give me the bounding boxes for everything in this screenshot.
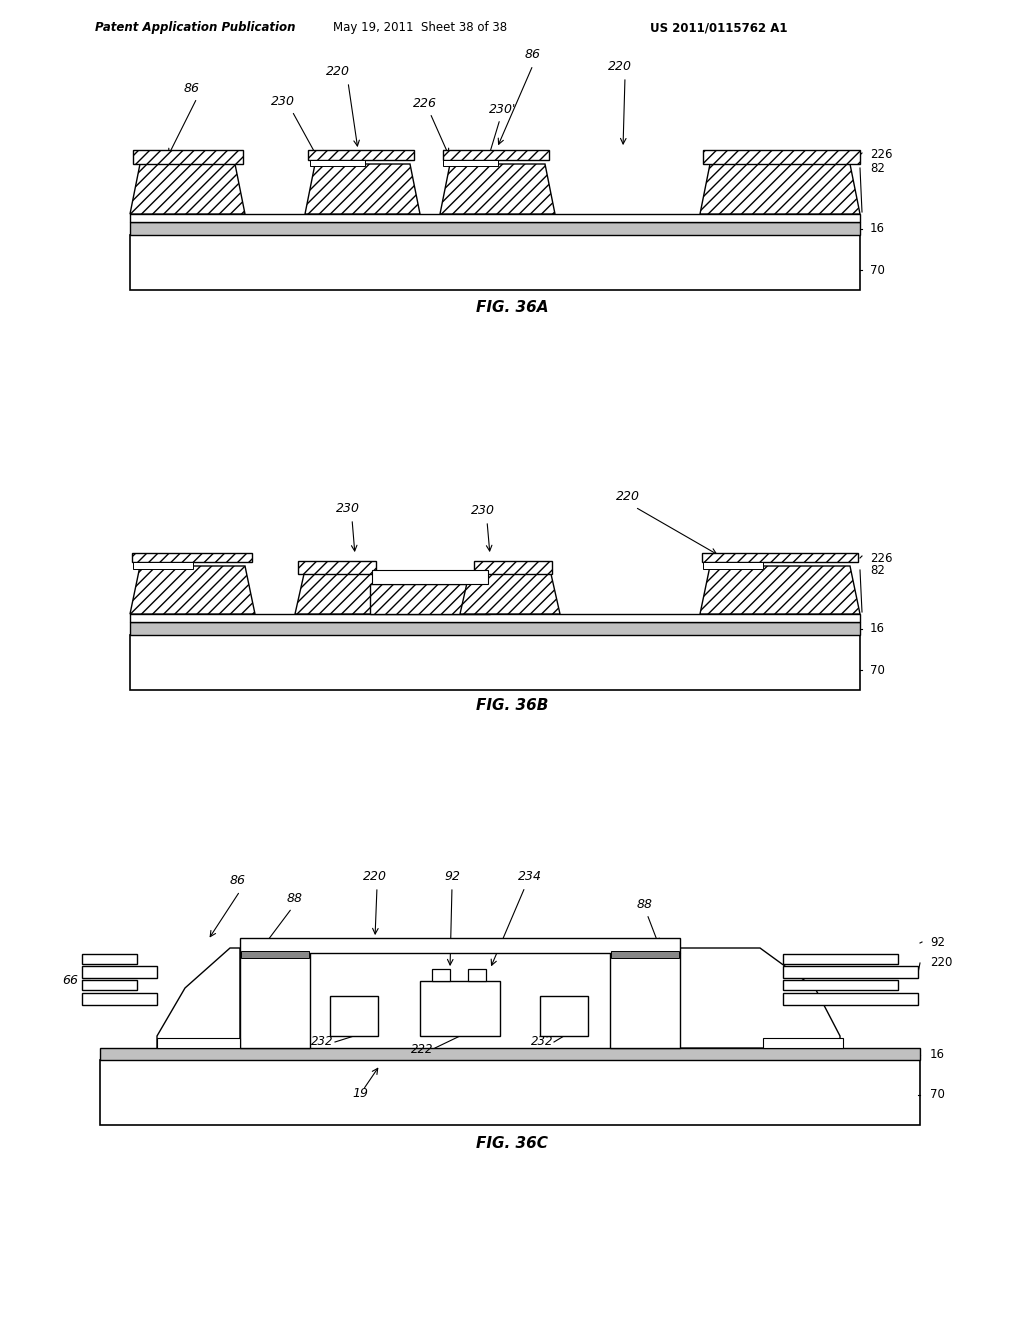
Polygon shape	[240, 953, 310, 1048]
Text: 86: 86	[525, 48, 541, 61]
Text: 234: 234	[518, 870, 542, 883]
Bar	[432, 969, 450, 981]
Bar	[132, 553, 252, 562]
Text: 82: 82	[870, 564, 885, 577]
Bar	[702, 553, 858, 562]
Text: 230': 230'	[489, 103, 517, 116]
Text: FIG. 36A: FIG. 36A	[476, 300, 548, 315]
Text: 16: 16	[870, 223, 885, 235]
Text: FIG. 36B: FIG. 36B	[476, 698, 548, 713]
Bar	[82, 979, 137, 990]
Text: 226: 226	[413, 96, 437, 110]
Text: US 2011/0115762 A1: US 2011/0115762 A1	[650, 21, 787, 34]
Text: 226: 226	[870, 552, 893, 565]
Text: 88: 88	[637, 898, 653, 911]
Text: 220: 220	[608, 59, 632, 73]
Bar	[310, 160, 365, 166]
Polygon shape	[305, 164, 420, 214]
Text: 70: 70	[870, 664, 885, 676]
Bar	[82, 966, 157, 978]
Text: 230: 230	[336, 502, 360, 515]
Polygon shape	[295, 574, 395, 614]
Bar	[157, 1038, 240, 1048]
Bar	[130, 235, 860, 290]
Bar	[703, 150, 860, 164]
Bar	[703, 562, 763, 569]
Text: 16: 16	[870, 623, 885, 635]
Polygon shape	[157, 948, 240, 1048]
Bar	[100, 1060, 920, 1125]
Text: 220: 220	[326, 65, 350, 78]
Bar	[130, 222, 860, 235]
Text: 92: 92	[444, 870, 460, 883]
Polygon shape	[700, 164, 860, 214]
Bar	[474, 561, 552, 574]
Bar	[783, 993, 918, 1005]
Text: Patent Application Publication: Patent Application Publication	[95, 21, 296, 34]
Bar	[540, 997, 588, 1036]
Text: FIG. 36C: FIG. 36C	[476, 1137, 548, 1151]
Bar	[763, 1038, 843, 1048]
Text: May 19, 2011  Sheet 38 of 38: May 19, 2011 Sheet 38 of 38	[333, 21, 507, 34]
Polygon shape	[700, 566, 860, 614]
Text: 220: 220	[362, 870, 387, 883]
Bar	[130, 635, 860, 690]
Bar	[783, 966, 918, 978]
Bar	[240, 939, 680, 953]
Polygon shape	[610, 953, 680, 1048]
Text: 82: 82	[870, 161, 885, 174]
Bar	[298, 561, 376, 574]
Polygon shape	[460, 574, 560, 614]
Text: 230: 230	[471, 504, 495, 517]
Text: 88: 88	[287, 892, 303, 906]
Text: 230: 230	[271, 95, 295, 108]
Text: 16: 16	[930, 1048, 945, 1061]
Bar	[443, 160, 498, 166]
Bar	[82, 954, 137, 964]
Bar	[330, 997, 378, 1036]
Bar	[308, 150, 414, 160]
Text: 232: 232	[310, 1035, 333, 1048]
Bar	[420, 981, 500, 1036]
Polygon shape	[130, 566, 255, 614]
Bar	[370, 583, 490, 614]
Bar	[443, 150, 549, 160]
Bar	[133, 150, 243, 164]
Bar	[133, 562, 193, 569]
Bar	[241, 950, 309, 958]
Bar	[130, 214, 860, 222]
Text: 66: 66	[62, 974, 78, 986]
Text: 19: 19	[352, 1086, 368, 1100]
Bar	[372, 570, 488, 583]
Text: 86: 86	[184, 82, 200, 95]
Text: 222: 222	[411, 1043, 433, 1056]
Text: 86: 86	[230, 874, 246, 887]
Text: 220: 220	[616, 490, 640, 503]
Bar	[468, 969, 486, 981]
Polygon shape	[680, 948, 840, 1048]
Bar	[130, 622, 860, 635]
Text: 92: 92	[930, 936, 945, 949]
Bar	[100, 1048, 920, 1060]
Text: 226: 226	[870, 149, 893, 161]
Polygon shape	[440, 164, 555, 214]
Text: 70: 70	[870, 264, 885, 276]
Text: 232: 232	[530, 1035, 553, 1048]
Text: 220: 220	[930, 957, 952, 969]
Bar	[783, 979, 898, 990]
Bar	[130, 614, 860, 622]
Bar	[783, 954, 898, 964]
Bar	[82, 993, 157, 1005]
Text: 70: 70	[930, 1089, 945, 1101]
Bar	[611, 950, 679, 958]
Polygon shape	[130, 164, 245, 214]
